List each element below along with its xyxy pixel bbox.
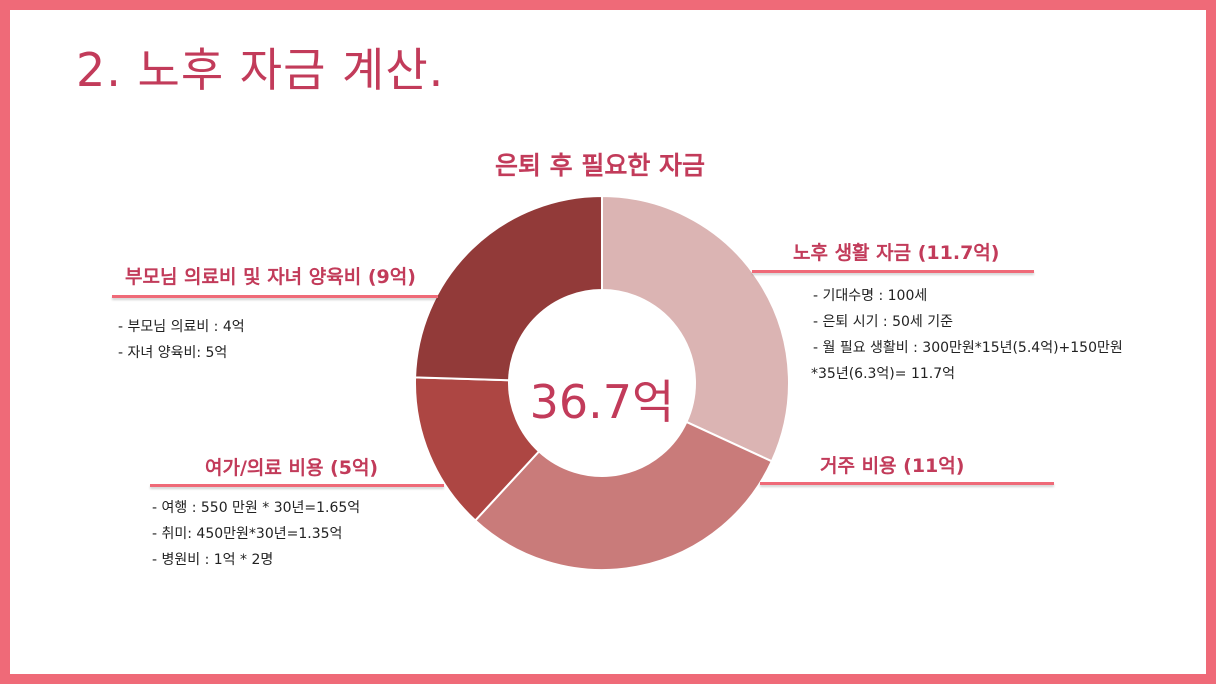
label-leisure-medical: 여가/의료 비용 (5억)	[205, 457, 379, 479]
underline-housing	[760, 482, 1054, 485]
label-housing: 거주 비용 (11억)	[820, 455, 965, 477]
bullet-item: - 부모님 의료비 : 4억	[118, 319, 245, 335]
underline-family	[112, 295, 438, 298]
chart-title: 은퇴 후 필요한 자금	[494, 151, 706, 180]
bullet-item: - 병원비 : 1억 * 2명	[152, 552, 274, 568]
bullet-item: - 월 필요 생활비 : 300만원*15년(5.4억)+150만원	[813, 340, 1123, 356]
bullet-item: - 기대수명 : 100세	[813, 288, 928, 304]
page-title: 2. 노후 자금 계산.	[76, 43, 445, 97]
segment-leisure-medical	[414, 376, 541, 522]
segment-housing	[473, 420, 774, 571]
bullet-item: - 여행 : 550 만원 * 30년=1.65억	[152, 500, 361, 516]
bullet-item: *35년(6.3억)= 11.7억	[811, 366, 955, 382]
bullets-family: - 부모님 의료비 : 4억 - 자녀 양육비: 5억	[118, 314, 245, 366]
bullets-leisure-medical: - 여행 : 550 만원 * 30년=1.65억 - 취미: 450만원*30…	[152, 495, 360, 573]
underline-leisure-medical	[150, 484, 444, 487]
center-total: 36.7억	[529, 375, 675, 429]
segment-living	[601, 194, 790, 463]
bullet-item: - 자녀 양육비: 5억	[118, 345, 228, 361]
label-living: 노후 생활 자금 (11.7억)	[793, 242, 1000, 264]
bullet-item: - 취미: 450만원*30년=1.35억	[152, 526, 343, 542]
bullet-item: - 은퇴 시기 : 50세 기준	[813, 314, 953, 330]
label-family: 부모님 의료비 및 자녀 양육비 (9억)	[125, 266, 416, 288]
underline-living	[752, 270, 1034, 273]
segment-family	[414, 194, 603, 382]
bullets-living: - 기대수명 : 100세 - 은퇴 시기 : 50세 기준 - 월 필요 생활…	[811, 283, 1123, 387]
